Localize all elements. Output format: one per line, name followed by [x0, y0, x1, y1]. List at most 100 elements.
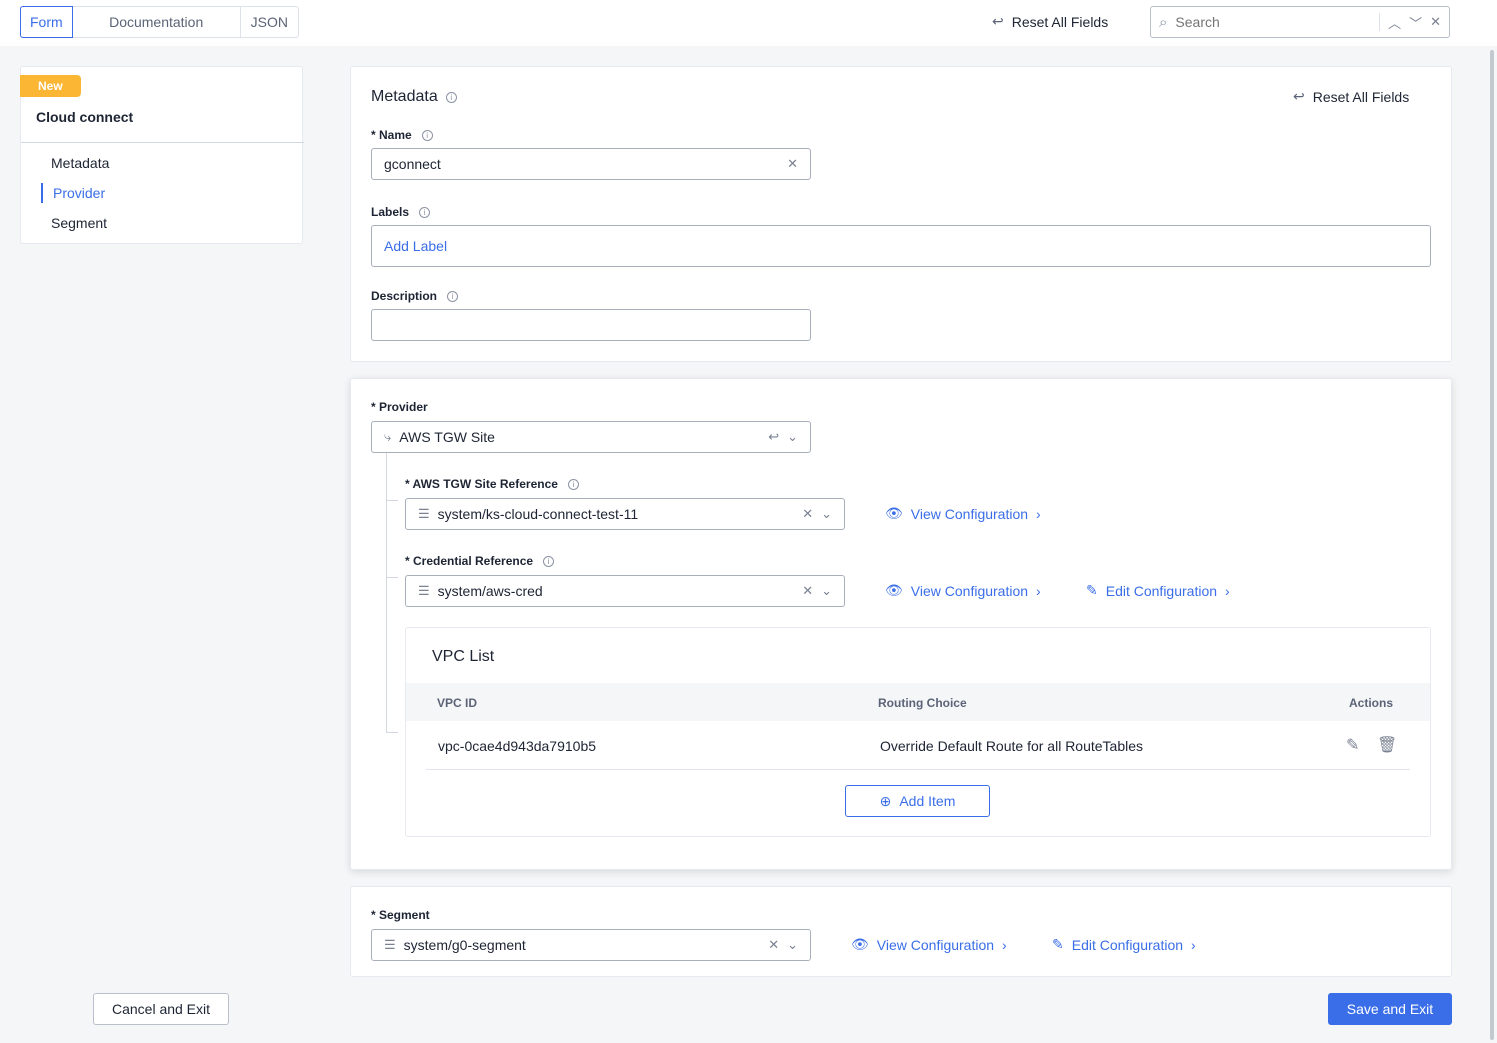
cred-view-config-link[interactable]: 👁 View Configuration ›: [885, 582, 1041, 599]
name-value: gconnect: [384, 156, 441, 172]
scrollbar[interactable]: [1490, 50, 1494, 1040]
sidebar-item-provider[interactable]: Provider: [53, 185, 106, 201]
chevron-down-icon[interactable]: ⌄: [821, 506, 832, 521]
eye-icon: 👁: [885, 505, 903, 521]
info-icon[interactable]: i: [543, 555, 555, 567]
info-icon[interactable]: i: [567, 478, 579, 490]
segment-edit-config-link[interactable]: ✎ Edit Configuration ›: [1052, 936, 1196, 953]
chevron-down-icon[interactable]: ⌄: [787, 937, 798, 952]
eye-icon: 👁: [885, 582, 903, 598]
pencil-icon: ✎: [1086, 582, 1098, 598]
labels-label-text: Labels: [371, 205, 410, 219]
tab-form[interactable]: Form: [20, 6, 73, 38]
segment-view-config-link[interactable]: 👁 View Configuration ›: [851, 936, 1007, 953]
site-ref-value: system/ks-cloud-connect-test-11: [437, 506, 639, 522]
chevron-down-icon[interactable]: ﹀: [1409, 15, 1423, 31]
info-icon[interactable]: i: [445, 91, 457, 103]
segment-label: * Segment: [371, 908, 430, 922]
cred-ref-select[interactable]: ☰ system/aws-cred ✕ ⌄: [405, 575, 845, 607]
pencil-icon: ✎: [1052, 936, 1064, 952]
sidebar-item-segment[interactable]: Segment: [51, 215, 108, 231]
trash-icon[interactable]: 🗑: [1377, 737, 1398, 754]
metadata-title-text: Metadata: [371, 88, 438, 105]
new-badge: New: [20, 75, 81, 97]
edit-config-text: Edit Configuration: [1105, 582, 1218, 599]
search-icon: ⌕: [1159, 13, 1168, 31]
site-ref-label: * AWS TGW Site Reference i: [405, 477, 579, 491]
tree-branch: [386, 500, 398, 501]
reference-icon: ☰: [418, 506, 430, 521]
add-label-link[interactable]: Add Label: [384, 238, 448, 254]
labels-field[interactable]: Add Label: [371, 225, 1431, 267]
provider-label: * Provider: [371, 400, 428, 414]
clear-icon[interactable]: ✕: [787, 156, 798, 171]
plus-circle-icon: ⊕: [879, 792, 892, 809]
view-tabs: Form Documentation JSON: [20, 6, 300, 38]
cred-label-text: * Credential Reference: [405, 554, 534, 568]
segment-select[interactable]: ☰ system/g0-segment ✕ ⌄: [371, 929, 811, 961]
tree-branch: [386, 577, 398, 578]
divider: [1379, 13, 1381, 31]
vpc-id-cell: vpc-0cae4d943da7910b5: [438, 738, 597, 754]
cancel-button[interactable]: Cancel and Exit: [93, 993, 229, 1025]
reset-label: Reset All Fields: [1011, 13, 1109, 30]
add-item-button[interactable]: ⊕ Add Item: [845, 785, 990, 817]
sidebar: New Cloud connect Metadata Provider Segm…: [20, 66, 304, 244]
close-icon[interactable]: ✕: [1430, 14, 1441, 29]
undo-icon[interactable]: ↩: [768, 429, 780, 444]
search-box: ⌕ ︿ ﹀ ✕: [1150, 6, 1450, 38]
site-ref-label-text: * AWS TGW Site Reference: [405, 477, 558, 491]
site-ref-select[interactable]: ☰ system/ks-cloud-connect-test-11 ✕ ⌄: [405, 498, 845, 530]
name-label: * Name i: [371, 128, 433, 142]
view-config-text: View Configuration: [910, 505, 1029, 522]
chevron-right-icon: ›: [1002, 936, 1007, 953]
undo-icon: ↩: [1293, 88, 1305, 104]
site-view-config-link[interactable]: 👁 View Configuration ›: [885, 505, 1041, 522]
reset-label: Reset All Fields: [1312, 88, 1410, 105]
description-label-text: Description: [371, 289, 438, 303]
reference-icon: ☰: [418, 583, 430, 598]
chevron-right-icon: ›: [1225, 582, 1230, 599]
chevron-up-icon[interactable]: ︿: [1388, 15, 1402, 31]
search-input[interactable]: [1175, 14, 1372, 30]
provider-section: * Provider ⤷ AWS TGW Site ↩ ⌄ * AWS TGW …: [350, 378, 1452, 870]
clear-icon[interactable]: ✕: [802, 506, 814, 521]
tab-documentation[interactable]: Documentation: [73, 7, 241, 37]
column-routing-choice: Routing Choice: [878, 696, 967, 710]
sidebar-title: Cloud connect: [36, 109, 134, 125]
info-icon[interactable]: i: [447, 290, 459, 302]
tab-json[interactable]: JSON: [250, 14, 289, 30]
provider-value: AWS TGW Site: [399, 429, 495, 445]
metadata-title: Metadata i: [371, 88, 457, 106]
divider: [21, 142, 304, 143]
info-icon[interactable]: i: [421, 129, 433, 141]
segment-section: * Segment ☰ system/g0-segment ✕ ⌄ 👁 View …: [350, 886, 1452, 977]
column-actions: Actions: [1349, 696, 1394, 710]
labels-label: Labels i: [371, 205, 431, 219]
edit-icon[interactable]: ✎: [1346, 737, 1360, 754]
description-field[interactable]: [371, 309, 811, 341]
chevron-right-icon: ›: [1036, 582, 1041, 599]
name-field[interactable]: gconnect ✕: [371, 148, 811, 180]
table-header: VPC ID Routing Choice Actions: [406, 683, 1430, 721]
cred-edit-config-link[interactable]: ✎ Edit Configuration ›: [1086, 582, 1230, 599]
info-icon[interactable]: i: [419, 206, 431, 218]
sidebar-item-metadata[interactable]: Metadata: [51, 155, 110, 171]
description-label: Description i: [371, 289, 459, 303]
chevron-down-icon[interactable]: ⌄: [821, 583, 832, 598]
chevron-down-icon[interactable]: ⌄: [787, 429, 798, 444]
edit-config-text: Edit Configuration: [1071, 936, 1184, 953]
clear-icon[interactable]: ✕: [802, 583, 814, 598]
tree-branch: [386, 732, 398, 733]
chevron-right-icon: ›: [1191, 936, 1196, 953]
clear-icon[interactable]: ✕: [768, 937, 780, 952]
name-label-text: * Name: [371, 128, 412, 142]
provider-select[interactable]: ⤷ AWS TGW Site ↩ ⌄: [371, 421, 811, 453]
vpc-list: VPC List VPC ID Routing Choice Actions v…: [405, 627, 1431, 837]
segment-value: system/g0-segment: [403, 937, 526, 953]
reset-all-button[interactable]: ↩ Reset All Fields: [1293, 88, 1409, 105]
save-button[interactable]: Save and Exit: [1328, 993, 1452, 1025]
reset-all-button-top[interactable]: ↩ Reset All Fields: [992, 13, 1108, 30]
chevron-right-icon: ›: [1036, 505, 1041, 522]
view-config-text: View Configuration: [876, 936, 995, 953]
